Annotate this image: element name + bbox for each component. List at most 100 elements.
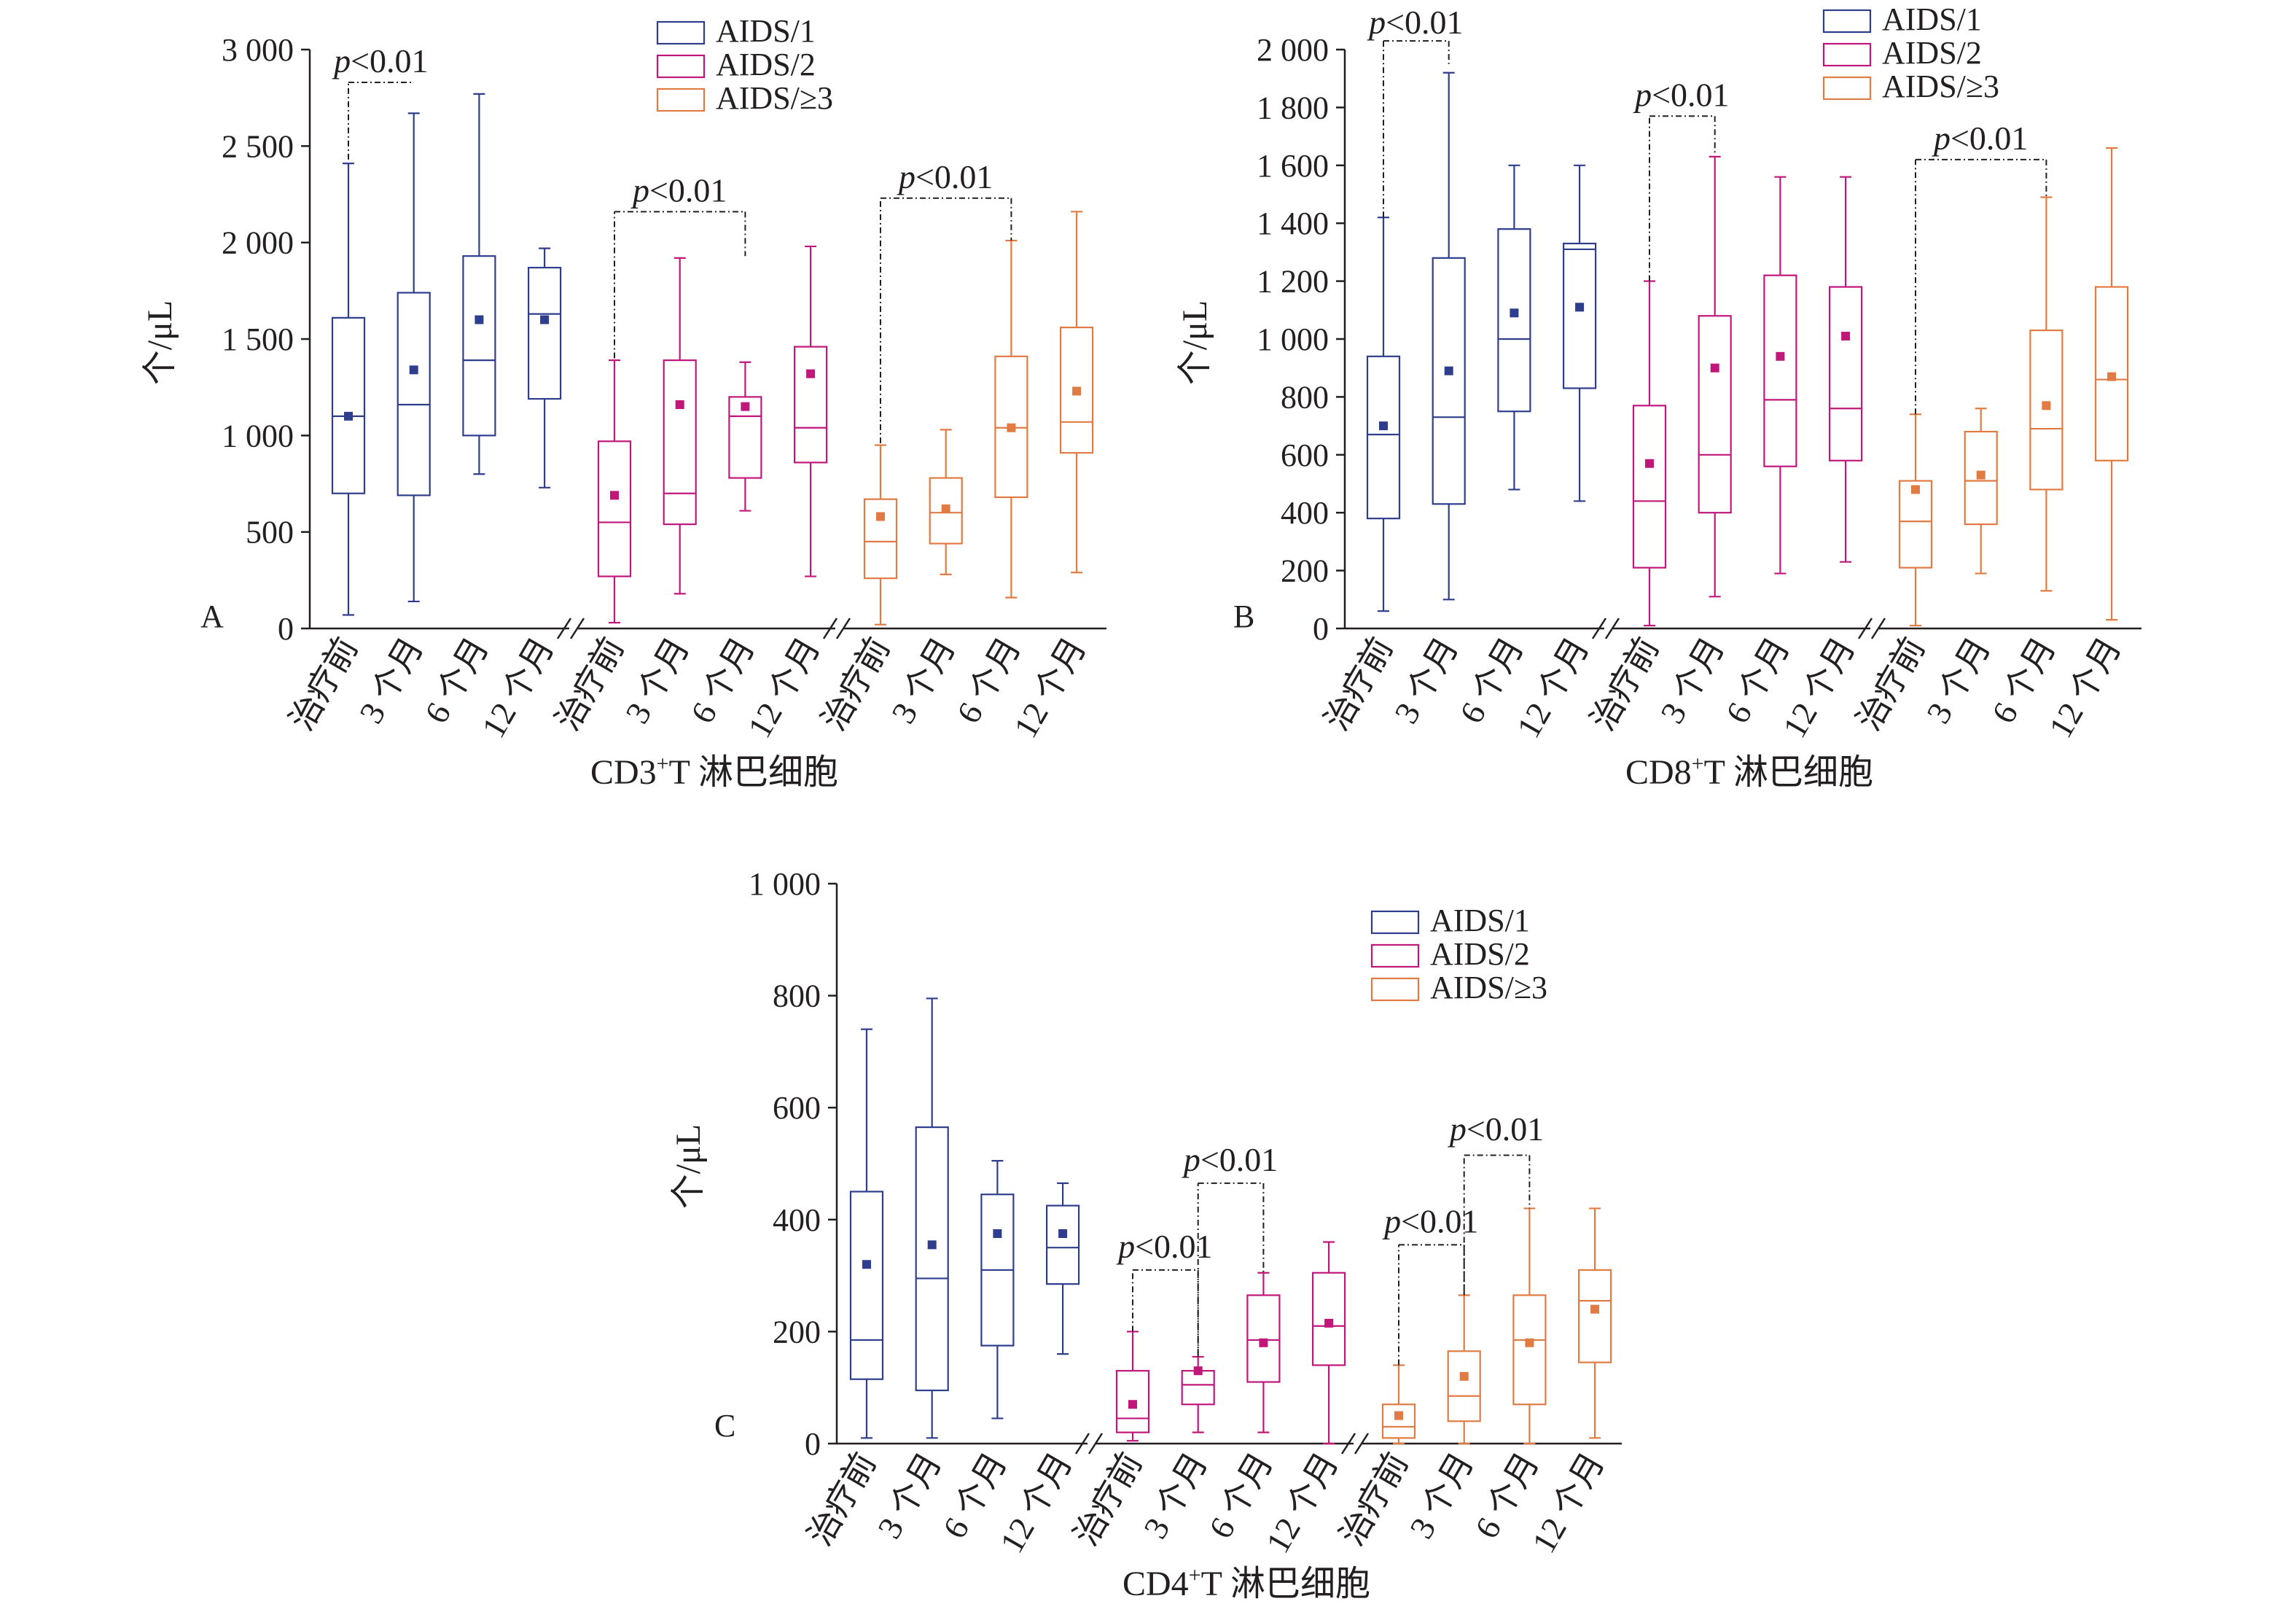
x-tick-label: 3 个月 bbox=[1919, 631, 1997, 730]
box-iqr bbox=[1898, 480, 1933, 569]
x-tick-label: 3 个月 bbox=[1387, 631, 1465, 730]
axis-break-mark bbox=[1340, 1433, 1356, 1455]
box-plot bbox=[397, 112, 431, 603]
box-plot bbox=[1497, 164, 1531, 491]
box-plot bbox=[1115, 1331, 1150, 1442]
x-axis-title: CD8+T 淋巴细胞 bbox=[1625, 752, 1873, 792]
box-iqr bbox=[527, 266, 562, 400]
axis-break-mark bbox=[1604, 618, 1620, 639]
mean-marker bbox=[862, 1260, 871, 1269]
box-iqr bbox=[929, 477, 963, 545]
significance-bracket: p<0.01 bbox=[1182, 1141, 1278, 1357]
x-tick-label: 3 个月 bbox=[1402, 1446, 1480, 1545]
y-tick-label: 1 200 bbox=[1257, 264, 1329, 300]
mean-marker bbox=[1259, 1338, 1268, 1347]
mean-marker bbox=[1007, 423, 1016, 432]
box-plot bbox=[2095, 147, 2129, 621]
box-iqr bbox=[1181, 1370, 1215, 1406]
y-tick-label: 2 500 bbox=[222, 128, 294, 164]
mean-marker bbox=[1976, 470, 1985, 480]
mean-marker bbox=[475, 315, 484, 324]
y-tick-label: 400 bbox=[773, 1202, 821, 1238]
box-iqr bbox=[1578, 1269, 1612, 1363]
x-tick-label: 治疗前 bbox=[1317, 631, 1399, 737]
x-tick-label: 治疗前 bbox=[1583, 631, 1666, 737]
box-plot bbox=[1763, 176, 1797, 575]
significance-bracket: p<0.01 bbox=[1367, 4, 1464, 218]
box-iqr bbox=[793, 346, 828, 464]
x-tick-label: 治疗前 bbox=[814, 631, 897, 737]
significance-bracket: p<0.01 bbox=[1448, 1110, 1544, 1296]
legend-label: AIDS/1 bbox=[716, 13, 816, 49]
box-plot bbox=[1432, 71, 1466, 601]
box-iqr bbox=[597, 440, 632, 577]
x-tick-label: 治疗前 bbox=[1332, 1446, 1415, 1552]
legend-label: AIDS/≥3 bbox=[716, 80, 833, 116]
p-value-label: p<0.01 bbox=[1448, 1110, 1544, 1148]
y-tick-label: 1 400 bbox=[1257, 206, 1329, 241]
significance-bracket: p<0.01 bbox=[1116, 1228, 1213, 1357]
box-plot bbox=[1578, 1207, 1612, 1439]
box-plot bbox=[1059, 211, 1094, 574]
box-plot bbox=[863, 444, 898, 626]
x-axis-title: CD4+T 淋巴细胞 bbox=[1122, 1563, 1370, 1603]
box-iqr bbox=[2029, 329, 2063, 491]
y-tick-label: 2 000 bbox=[1257, 32, 1329, 68]
p-value-label: p<0.01 bbox=[1182, 1141, 1278, 1178]
mean-marker bbox=[409, 365, 418, 375]
box-plot bbox=[980, 1160, 1015, 1420]
box-plot bbox=[994, 239, 1028, 599]
mean-marker bbox=[1510, 308, 1519, 318]
significance-bracket: p<0.01 bbox=[1633, 76, 1730, 281]
axis-break-mark bbox=[1074, 1433, 1090, 1455]
x-tick-label: 3 个月 bbox=[1136, 1446, 1214, 1545]
box-iqr bbox=[994, 355, 1028, 499]
mean-marker bbox=[1776, 351, 1785, 361]
significance-bracket: p<0.01 bbox=[1915, 120, 2047, 415]
box-plot bbox=[1311, 1241, 1346, 1445]
box-plot bbox=[1366, 217, 1401, 612]
mean-marker bbox=[1444, 366, 1453, 375]
x-tick-label: 3 个月 bbox=[870, 1446, 948, 1545]
y-tick-label: 800 bbox=[773, 978, 821, 1014]
box-plot bbox=[331, 163, 366, 616]
box-iqr bbox=[1632, 405, 1667, 569]
mean-marker bbox=[1525, 1338, 1534, 1347]
box-plot bbox=[1512, 1207, 1547, 1445]
y-axis-label: 个/μL bbox=[1176, 300, 1214, 385]
box-iqr bbox=[1447, 1350, 1481, 1422]
legend-swatch bbox=[656, 54, 706, 79]
y-tick-label: 1 800 bbox=[1257, 90, 1329, 125]
y-tick-label: 2 000 bbox=[222, 225, 294, 261]
x-tick-label: 3 个月 bbox=[884, 631, 962, 730]
mean-marker bbox=[1459, 1371, 1469, 1381]
legend-label: AIDS/≥3 bbox=[1430, 970, 1547, 1005]
box-iqr bbox=[1045, 1204, 1080, 1285]
box-iqr bbox=[1563, 242, 1597, 389]
mean-marker bbox=[610, 491, 619, 500]
box-plot bbox=[1698, 155, 1732, 598]
box-iqr bbox=[1512, 1294, 1547, 1406]
box-iqr bbox=[1311, 1272, 1346, 1366]
legend-label: AIDS/2 bbox=[716, 47, 816, 82]
legend-label: AIDS/2 bbox=[1882, 35, 1982, 71]
y-tick-label: 1 000 bbox=[1257, 322, 1329, 357]
x-tick-label: 3 个月 bbox=[352, 631, 430, 730]
p-value-label: p<0.01 bbox=[1633, 76, 1729, 113]
box-plot bbox=[1632, 280, 1667, 627]
panel-b-cd8: 0 200 400 600 800 1 000 1 200 1 400 1 600 1 800 2 … bbox=[1176, 1, 2141, 792]
mean-marker bbox=[1058, 1229, 1068, 1238]
significance-bracket: p<0.01 bbox=[332, 42, 429, 160]
x-axis-title: CD3+T 淋巴细胞 bbox=[590, 752, 838, 792]
legend-swatch bbox=[1822, 9, 1872, 34]
axis-break-mark bbox=[1354, 1433, 1370, 1455]
box-iqr bbox=[462, 255, 496, 437]
box-plot bbox=[2029, 196, 2063, 592]
legend-label: AIDS/≥3 bbox=[1882, 69, 1999, 104]
box-iqr bbox=[331, 316, 366, 494]
box-plot bbox=[915, 997, 949, 1439]
significance-bracket: p<0.01 bbox=[1382, 1202, 1479, 1366]
